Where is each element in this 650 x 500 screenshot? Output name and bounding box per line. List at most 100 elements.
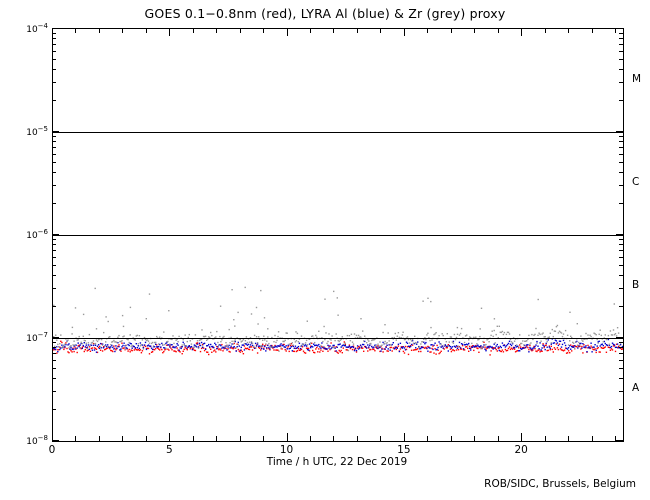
y-minor-tick	[619, 275, 623, 276]
y-major-tick	[52, 440, 59, 441]
x-minor-tick-top	[122, 28, 123, 33]
x-minor-tick	[592, 436, 593, 441]
x-minor-tick	[146, 436, 147, 441]
y-major-tick	[52, 28, 59, 29]
y-minor-tick	[52, 288, 56, 289]
x-minor-tick	[310, 436, 311, 441]
y-minor-tick	[619, 378, 623, 379]
y-minor-tick	[52, 347, 56, 348]
x-minor-tick-top	[146, 28, 147, 33]
y-minor-tick	[52, 185, 56, 186]
y-major-tick	[616, 131, 623, 132]
x-minor-tick	[545, 436, 546, 441]
y-minor-tick	[619, 38, 623, 39]
y-minor-tick	[52, 306, 56, 307]
y-minor-tick	[52, 275, 56, 276]
y-minor-tick	[52, 342, 56, 343]
x-minor-tick-top	[75, 28, 76, 33]
y-minor-tick	[619, 203, 623, 204]
x-minor-tick	[427, 436, 428, 441]
y-minor-tick	[619, 257, 623, 258]
y-minor-tick	[619, 154, 623, 155]
y-minor-tick	[52, 33, 56, 34]
x-major-tick-top	[52, 28, 53, 36]
y-minor-tick	[619, 33, 623, 34]
y-minor-tick	[52, 141, 56, 142]
y-minor-tick	[619, 368, 623, 369]
y-tick-label: 10−8	[26, 434, 48, 447]
y-minor-tick	[619, 244, 623, 245]
series-lyra-al	[53, 338, 623, 353]
y-major-tick	[52, 234, 59, 235]
y-tick-label: 10−5	[26, 125, 48, 138]
y-minor-tick	[52, 100, 56, 101]
y-minor-tick	[619, 100, 623, 101]
flare-class-label-b: B	[632, 278, 640, 291]
x-minor-tick-top	[240, 28, 241, 33]
y-minor-tick	[52, 378, 56, 379]
y-minor-tick	[52, 265, 56, 266]
x-minor-tick	[240, 436, 241, 441]
y-tick-label: 10−4	[26, 22, 48, 35]
y-minor-tick	[619, 360, 623, 361]
x-major-tick	[287, 433, 288, 441]
y-minor-tick	[619, 409, 623, 410]
y-minor-tick	[619, 342, 623, 343]
x-major-tick-top	[287, 28, 288, 36]
credit-line: ROB/SIDC, Brussels, Belgium	[484, 478, 636, 490]
x-minor-tick-top	[592, 28, 593, 33]
plot-area	[52, 28, 624, 442]
y-minor-tick	[619, 141, 623, 142]
y-major-tick	[616, 440, 623, 441]
y-minor-tick	[619, 162, 623, 163]
x-minor-tick	[333, 436, 334, 441]
y-minor-tick	[619, 82, 623, 83]
y-minor-tick	[619, 69, 623, 70]
x-major-tick	[404, 433, 405, 441]
y-minor-tick	[619, 51, 623, 52]
y-minor-tick	[619, 185, 623, 186]
x-minor-tick	[122, 436, 123, 441]
x-minor-tick	[498, 436, 499, 441]
x-minor-tick	[474, 436, 475, 441]
y-minor-tick	[619, 239, 623, 240]
x-minor-tick	[263, 436, 264, 441]
x-minor-tick-top	[474, 28, 475, 33]
plot-inner	[53, 29, 623, 441]
x-minor-tick-top	[545, 28, 546, 33]
x-tick-label: 0	[48, 444, 56, 456]
y-major-tick	[616, 337, 623, 338]
x-major-tick	[521, 433, 522, 441]
y-minor-tick	[52, 172, 56, 173]
y-tick-label: 10−7	[26, 331, 48, 344]
y-minor-tick	[619, 391, 623, 392]
x-major-tick-top	[169, 28, 170, 36]
y-minor-tick	[52, 59, 56, 60]
x-major-tick-top	[521, 28, 522, 36]
x-minor-tick-top	[427, 28, 428, 33]
y-minor-tick	[52, 147, 56, 148]
y-minor-tick	[52, 391, 56, 392]
x-minor-tick-top	[357, 28, 358, 33]
y-minor-tick	[52, 154, 56, 155]
y-minor-tick	[52, 162, 56, 163]
x-minor-tick-top	[568, 28, 569, 33]
y-minor-tick	[619, 172, 623, 173]
x-minor-tick	[75, 436, 76, 441]
x-minor-tick-top	[310, 28, 311, 33]
x-minor-tick	[451, 436, 452, 441]
flare-class-label-m: M	[632, 72, 642, 85]
y-major-tick	[52, 337, 59, 338]
y-minor-tick	[52, 38, 56, 39]
x-axis-label: Time / h UTC, 22 Dec 2019	[266, 456, 408, 468]
x-major-tick	[52, 433, 53, 441]
x-minor-tick-top	[615, 28, 616, 33]
data-series-layer	[53, 286, 623, 356]
y-minor-tick	[52, 44, 56, 45]
x-minor-tick-top	[216, 28, 217, 33]
y-minor-tick	[619, 288, 623, 289]
y-major-tick	[52, 131, 59, 132]
y-minor-tick	[52, 353, 56, 354]
x-minor-tick-top	[333, 28, 334, 33]
